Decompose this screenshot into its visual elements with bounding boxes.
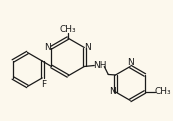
- Text: N: N: [45, 43, 51, 52]
- Text: F: F: [41, 80, 46, 89]
- Text: CH₃: CH₃: [154, 87, 171, 96]
- Text: N: N: [84, 43, 91, 52]
- Text: NH: NH: [94, 61, 107, 70]
- Text: N: N: [109, 87, 116, 96]
- Text: CH₃: CH₃: [60, 25, 76, 34]
- Text: N: N: [127, 58, 134, 68]
